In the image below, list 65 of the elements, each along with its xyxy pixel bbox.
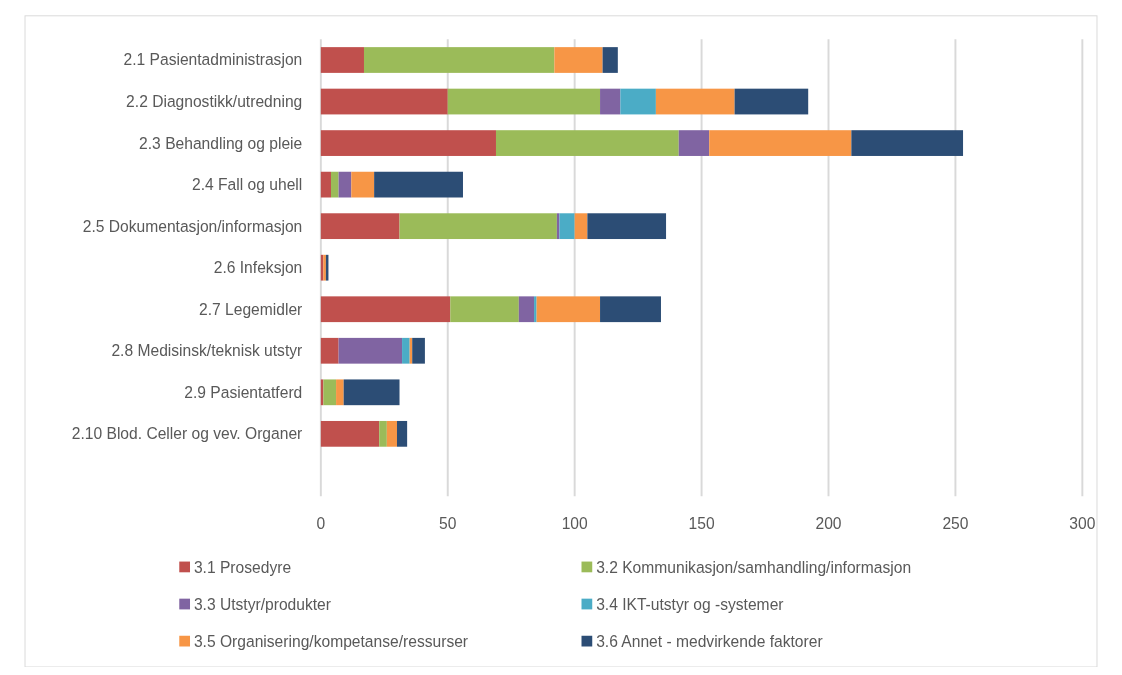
bar: [363, 47, 555, 73]
bar: [602, 47, 618, 73]
bar: [655, 88, 735, 115]
bar: [587, 213, 667, 240]
y-tick-label: 2.4 Fall og uhell: [192, 176, 303, 194]
legend-label: 3.6 Annet - medvirkende faktorer: [596, 633, 823, 651]
y-tick-label: 2.8 Medisinsk/teknisk utstyr: [111, 342, 303, 360]
legend-label: 3.1 Prosedyre: [193, 558, 292, 576]
bar: [851, 130, 964, 156]
x-tick-label: 300: [1069, 515, 1096, 533]
bar: [559, 213, 575, 240]
bar: [343, 379, 400, 406]
bar: [574, 213, 588, 240]
bar: [399, 213, 557, 240]
bar: [450, 296, 519, 323]
bar: [396, 420, 408, 447]
bar: [620, 88, 656, 115]
bar: [336, 379, 344, 406]
bar: [320, 337, 339, 364]
bar: [534, 296, 537, 323]
y-tick-label: 2.2 Diagnostikk/utredning: [126, 93, 303, 111]
bar: [412, 337, 425, 364]
bar: [320, 88, 448, 115]
legend-label: 3.3 Utstyr/produkter: [193, 595, 331, 613]
bar: [495, 130, 679, 156]
bar: [734, 88, 809, 115]
legend-label: 3.5 Organisering/kompetanse/ressurser: [193, 633, 469, 651]
x-tick-label: 0: [316, 515, 326, 533]
bar: [320, 130, 496, 156]
legend-label: 3.4 IKT-utstyr og -systemer: [596, 595, 784, 613]
y-tick-label: 2.6 Infeksjon: [213, 259, 303, 277]
x-tick-label: 250: [942, 515, 969, 533]
x-tick-label: 150: [688, 515, 715, 533]
bar: [379, 420, 387, 447]
bar: [386, 420, 397, 447]
bar: [554, 47, 603, 73]
bar: [338, 337, 403, 364]
bar: [447, 88, 601, 115]
x-tick-label: 50: [439, 515, 457, 533]
bar: [374, 171, 463, 198]
y-tick-label: 2.1 Pasientadministrasjon: [123, 51, 303, 69]
bar: [709, 130, 852, 156]
x-tick-label: 100: [561, 515, 589, 533]
bar: [518, 296, 535, 323]
bar: [338, 171, 352, 198]
bar: [402, 337, 410, 364]
x-tick-label: 200: [815, 515, 842, 533]
bar: [323, 379, 337, 406]
bar: [351, 171, 375, 198]
bar: [320, 213, 400, 240]
y-tick-label: 2.3 Behandling og pleie: [139, 134, 303, 152]
y-tick-label: 2.9 Pasientatferd: [184, 383, 303, 401]
bar: [320, 47, 364, 73]
bar: [536, 296, 601, 323]
bar: [320, 296, 451, 323]
bar: [678, 130, 710, 156]
bar: [320, 171, 331, 198]
bar: [600, 296, 661, 323]
bar: [600, 88, 621, 115]
y-tick-label: 2.10 Blod. Celler og vev. Organer: [71, 425, 303, 443]
y-tick-label: 2.5 Dokumentasjon/informasjon: [82, 217, 303, 235]
bar: [320, 420, 380, 447]
legend-label: 3.2 Kommunikasjon/samhandling/informasjon: [596, 558, 912, 576]
bar: [330, 171, 339, 198]
y-tick-label: 2.7 Legemidler: [199, 300, 303, 318]
